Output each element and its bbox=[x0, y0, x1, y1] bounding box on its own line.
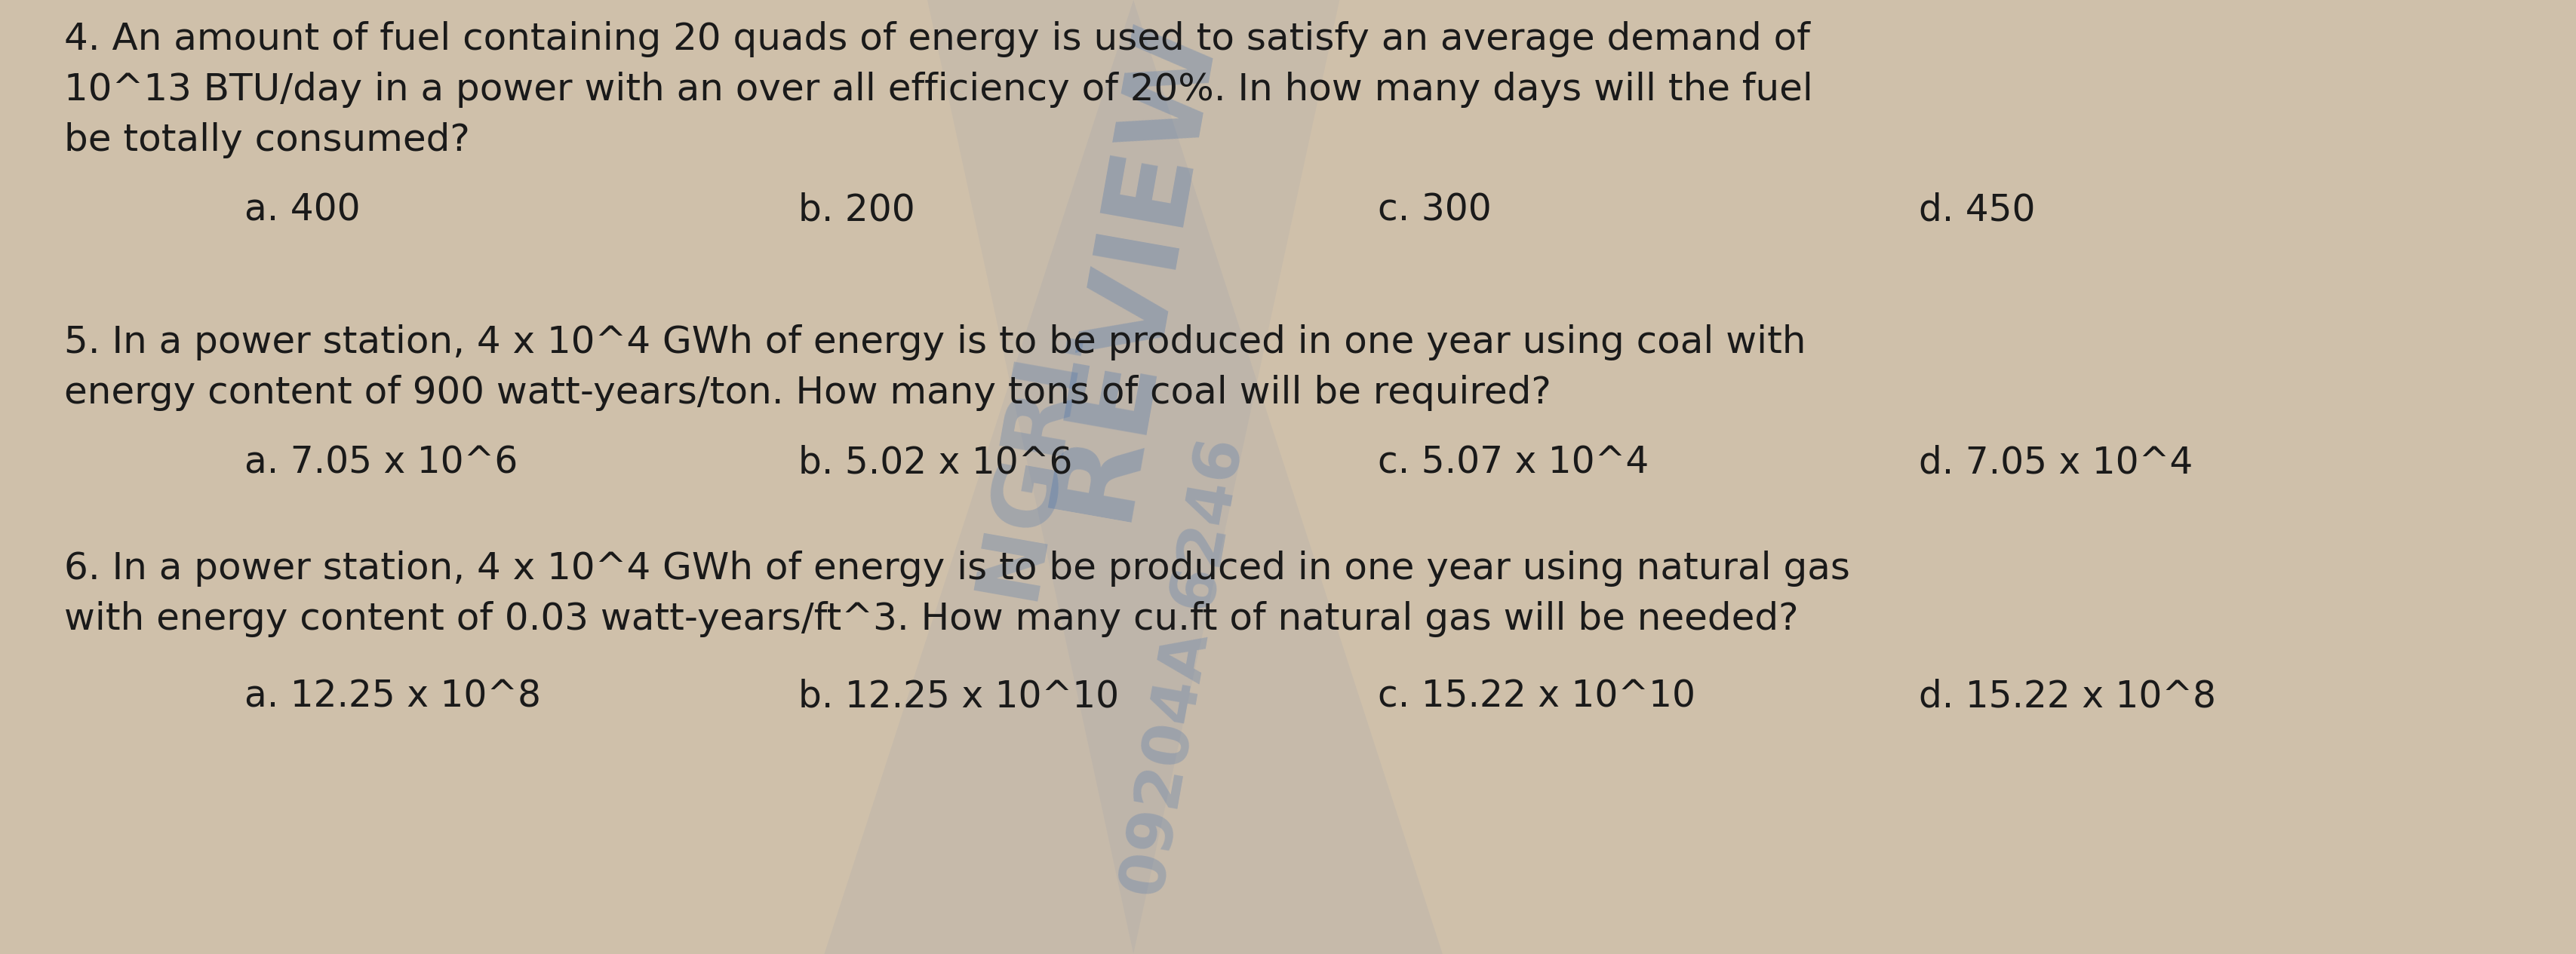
Text: energy content of 900 watt-years/ton. How many tons of coal will be required?: energy content of 900 watt-years/ton. Ho… bbox=[64, 375, 1551, 411]
Text: c. 5.07 x 10^4: c. 5.07 x 10^4 bbox=[1378, 445, 1649, 481]
Text: d. 15.22 x 10^8: d. 15.22 x 10^8 bbox=[1919, 678, 2215, 715]
Text: b. 5.02 x 10^6: b. 5.02 x 10^6 bbox=[799, 445, 1072, 481]
Text: 09204A 6246: 09204A 6246 bbox=[1115, 434, 1255, 902]
Text: d. 7.05 x 10^4: d. 7.05 x 10^4 bbox=[1919, 445, 2192, 481]
Text: 6. In a power station, 4 x 10^4 GWh of energy is to be produced in one year usin: 6. In a power station, 4 x 10^4 GWh of e… bbox=[64, 550, 1850, 587]
Text: c. 15.22 x 10^10: c. 15.22 x 10^10 bbox=[1378, 678, 1695, 715]
Polygon shape bbox=[927, 0, 1340, 954]
Polygon shape bbox=[824, 0, 1443, 954]
Text: b. 12.25 x 10^10: b. 12.25 x 10^10 bbox=[799, 678, 1121, 715]
Text: REVIEW: REVIEW bbox=[1033, 9, 1234, 526]
Text: b. 200: b. 200 bbox=[799, 193, 914, 229]
Text: a. 7.05 x 10^6: a. 7.05 x 10^6 bbox=[245, 445, 518, 481]
Text: c. 300: c. 300 bbox=[1378, 193, 1492, 229]
Text: be totally consumed?: be totally consumed? bbox=[64, 122, 471, 158]
Text: 10^13 BTU/day in a power with an over all efficiency of 20%. In how many days wi: 10^13 BTU/day in a power with an over al… bbox=[64, 72, 1814, 108]
Text: a. 400: a. 400 bbox=[245, 193, 361, 229]
Text: with energy content of 0.03 watt-years/ft^3. How many cu.ft of natural gas will : with energy content of 0.03 watt-years/f… bbox=[64, 601, 1798, 637]
Text: d. 450: d. 450 bbox=[1919, 193, 2035, 229]
Text: a. 12.25 x 10^8: a. 12.25 x 10^8 bbox=[245, 678, 541, 715]
Text: NGRI.: NGRI. bbox=[963, 311, 1097, 605]
Text: 5. In a power station, 4 x 10^4 GWh of energy is to be produced in one year usin: 5. In a power station, 4 x 10^4 GWh of e… bbox=[64, 324, 1806, 361]
Text: 4. An amount of fuel containing 20 quads of energy is used to satisfy an average: 4. An amount of fuel containing 20 quads… bbox=[64, 21, 1811, 57]
